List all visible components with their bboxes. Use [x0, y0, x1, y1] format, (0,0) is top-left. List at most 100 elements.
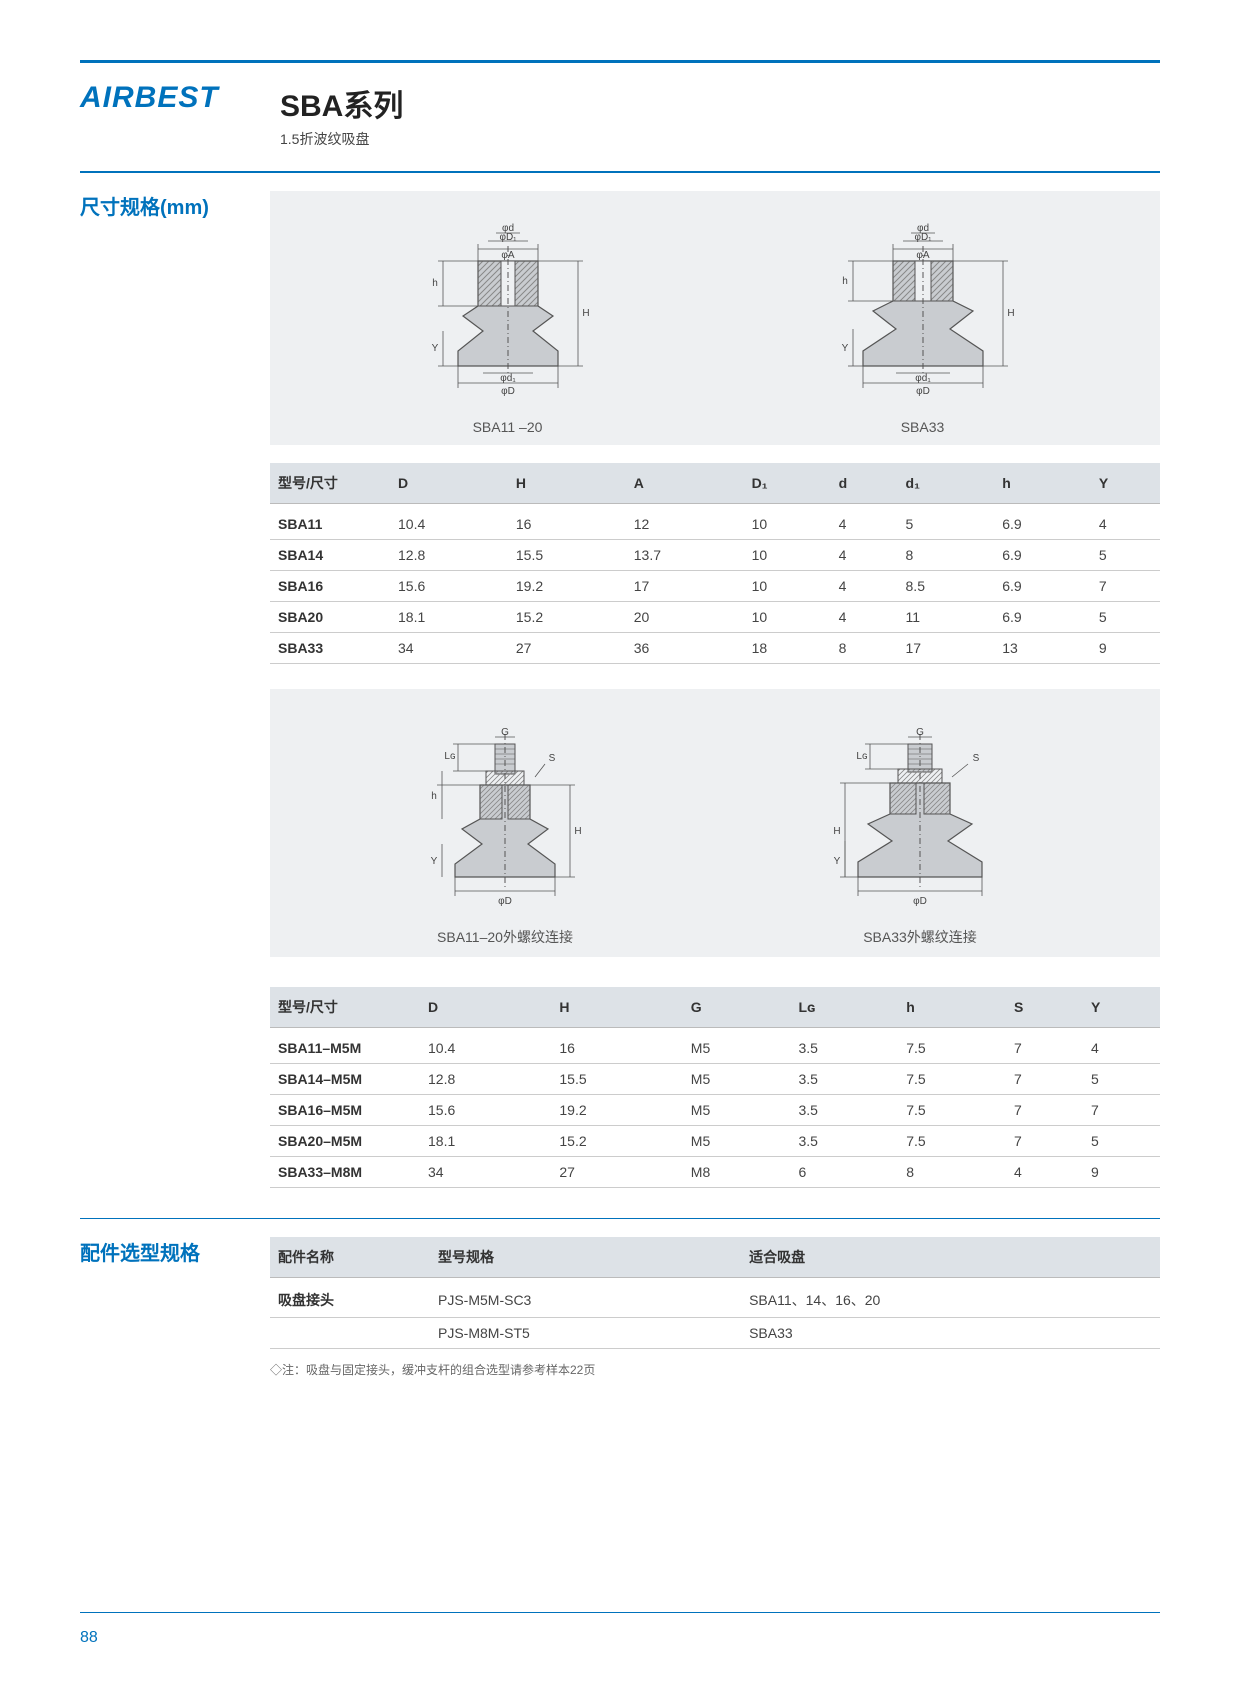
table-cell: SBA33 [270, 633, 390, 664]
table-cell: 19.2 [551, 1095, 682, 1126]
table-row: PJS-M8M-ST5SBA33 [270, 1318, 1160, 1349]
table-row: SBA2018.115.220104116.95 [270, 602, 1160, 633]
spec-table-1: 型号/尺寸DHAD₁dd₁hY SBA1110.4161210456.94SBA… [270, 463, 1160, 664]
section-dimensions: 尺寸规格(mm) [80, 191, 1160, 1188]
table-cell: 7 [1006, 1028, 1083, 1064]
svg-text:φA: φA [916, 250, 929, 261]
col-header: Y [1091, 463, 1160, 504]
section-accessories: 配件选型规格 配件名称型号规格适合吸盘 吸盘接头PJS-M5M-SC3SBA11… [80, 1237, 1160, 1378]
table-cell: 7.5 [898, 1028, 1006, 1064]
table-row: SBA1615.619.2171048.56.97 [270, 571, 1160, 602]
table-cell: SBA11、14、16、20 [741, 1278, 1160, 1318]
table-cell: SBA20 [270, 602, 390, 633]
table-cell: M5 [683, 1064, 791, 1095]
section-label-dimensions: 尺寸规格(mm) [80, 191, 270, 220]
table-cell: SBA11 [270, 504, 390, 540]
table-cell: 15.2 [508, 602, 626, 633]
col-header: d [831, 463, 898, 504]
table-cell: 10 [744, 571, 831, 602]
table-cell: SBA16–M5M [270, 1095, 420, 1126]
svg-text:Lɢ: Lɢ [444, 751, 455, 762]
table-cell: M5 [683, 1095, 791, 1126]
table-cell: 34 [420, 1157, 551, 1188]
table-cell: 4 [831, 602, 898, 633]
table-cell: 8 [898, 540, 995, 571]
svg-text:φD: φD [916, 386, 930, 397]
table-cell: 7 [1006, 1064, 1083, 1095]
table-cell: 3.5 [790, 1064, 898, 1095]
svg-text:Y: Y [841, 343, 848, 354]
table-cell: SBA14 [270, 540, 390, 571]
table-cell: 7.5 [898, 1095, 1006, 1126]
table-cell: 3.5 [790, 1095, 898, 1126]
table-cell: 4 [1006, 1157, 1083, 1188]
diagram-svg-4: G Lɢ H Y S φD [790, 709, 1050, 919]
col-header: 型号/尺寸 [270, 987, 420, 1028]
table-cell: 12 [626, 504, 744, 540]
svg-text:G: G [501, 727, 509, 738]
table-cell: 7 [1083, 1095, 1160, 1126]
table-cell: 8 [898, 1157, 1006, 1188]
table-cell: 34 [390, 633, 508, 664]
svg-text:h: h [842, 276, 848, 287]
table-cell: 6.9 [994, 571, 1091, 602]
table-cell: 17 [898, 633, 995, 664]
diagram-caption-3: SBA11–20外螺纹连接 [380, 927, 630, 947]
content-accessories: 配件名称型号规格适合吸盘 吸盘接头PJS-M5M-SC3SBA11、14、16、… [270, 1237, 1160, 1378]
table-cell: 6 [790, 1157, 898, 1188]
col-header: D₁ [744, 463, 831, 504]
table-cell: 10 [744, 504, 831, 540]
svg-text:H: H [833, 826, 840, 837]
table-cell: 10 [744, 602, 831, 633]
table-cell: 5 [1083, 1064, 1160, 1095]
table-cell: 11 [898, 602, 995, 633]
table-cell: 8.5 [898, 571, 995, 602]
col-header: H [508, 463, 626, 504]
table-cell: 4 [831, 504, 898, 540]
table-cell: PJS-M5M-SC3 [430, 1278, 741, 1318]
diagram-caption-4: SBA33外螺纹连接 [790, 927, 1050, 947]
svg-text:G: G [916, 727, 924, 738]
logo: AIRBEST [80, 81, 270, 115]
table-cell: 7.5 [898, 1064, 1006, 1095]
svg-text:φD₁: φD₁ [914, 232, 932, 243]
table-row: SBA14–M5M12.815.5M53.57.575 [270, 1064, 1160, 1095]
section-rule-2 [80, 1218, 1160, 1219]
table-cell: 8 [831, 633, 898, 664]
svg-text:φD: φD [913, 896, 927, 907]
table-cell: 7.5 [898, 1126, 1006, 1157]
table-row: SBA11–M5M10.416M53.57.574 [270, 1028, 1160, 1064]
table-cell: 15.2 [551, 1126, 682, 1157]
table-row: 吸盘接头PJS-M5M-SC3SBA11、14、16、20 [270, 1278, 1160, 1318]
table-cell: 3.5 [790, 1126, 898, 1157]
col-header: 型号/尺寸 [270, 463, 390, 504]
col-header: 适合吸盘 [741, 1237, 1160, 1278]
table-cell: 15.6 [390, 571, 508, 602]
svg-text:Y: Y [834, 856, 841, 867]
svg-text:H: H [574, 826, 581, 837]
table-cell: 6.9 [994, 602, 1091, 633]
table-cell: 10.4 [390, 504, 508, 540]
table-cell: SBA33–M8M [270, 1157, 420, 1188]
table-cell: 4 [831, 571, 898, 602]
table-cell: 吸盘接头 [270, 1278, 430, 1318]
table-cell: 27 [551, 1157, 682, 1188]
table-cell: 17 [626, 571, 744, 602]
footnote: ◇注：吸盘与固定接头，缓冲支杆的组合选型请参考样本22页 [270, 1361, 1160, 1378]
table-cell: PJS-M8M-ST5 [430, 1318, 741, 1349]
page-number: 88 [80, 1629, 98, 1647]
col-header: D [420, 987, 551, 1028]
table-cell: 4 [1083, 1028, 1160, 1064]
diagram-svg-3: G Lɢ h Y H S φD [380, 709, 630, 919]
diagram-panel-2: G Lɢ h Y H S φD SBA11–20外螺纹连接 [270, 689, 1160, 957]
table-row: SBA20–M5M18.115.2M53.57.575 [270, 1126, 1160, 1157]
table-cell: 7 [1006, 1126, 1083, 1157]
table-cell: 18 [744, 633, 831, 664]
table-cell: 9 [1083, 1157, 1160, 1188]
table-cell: M8 [683, 1157, 791, 1188]
spec-table-3: 配件名称型号规格适合吸盘 吸盘接头PJS-M5M-SC3SBA11、14、16、… [270, 1237, 1160, 1349]
table-cell: 16 [551, 1028, 682, 1064]
col-header: 型号规格 [430, 1237, 741, 1278]
svg-text:H: H [1007, 308, 1014, 319]
table-cell: 5 [1091, 540, 1160, 571]
